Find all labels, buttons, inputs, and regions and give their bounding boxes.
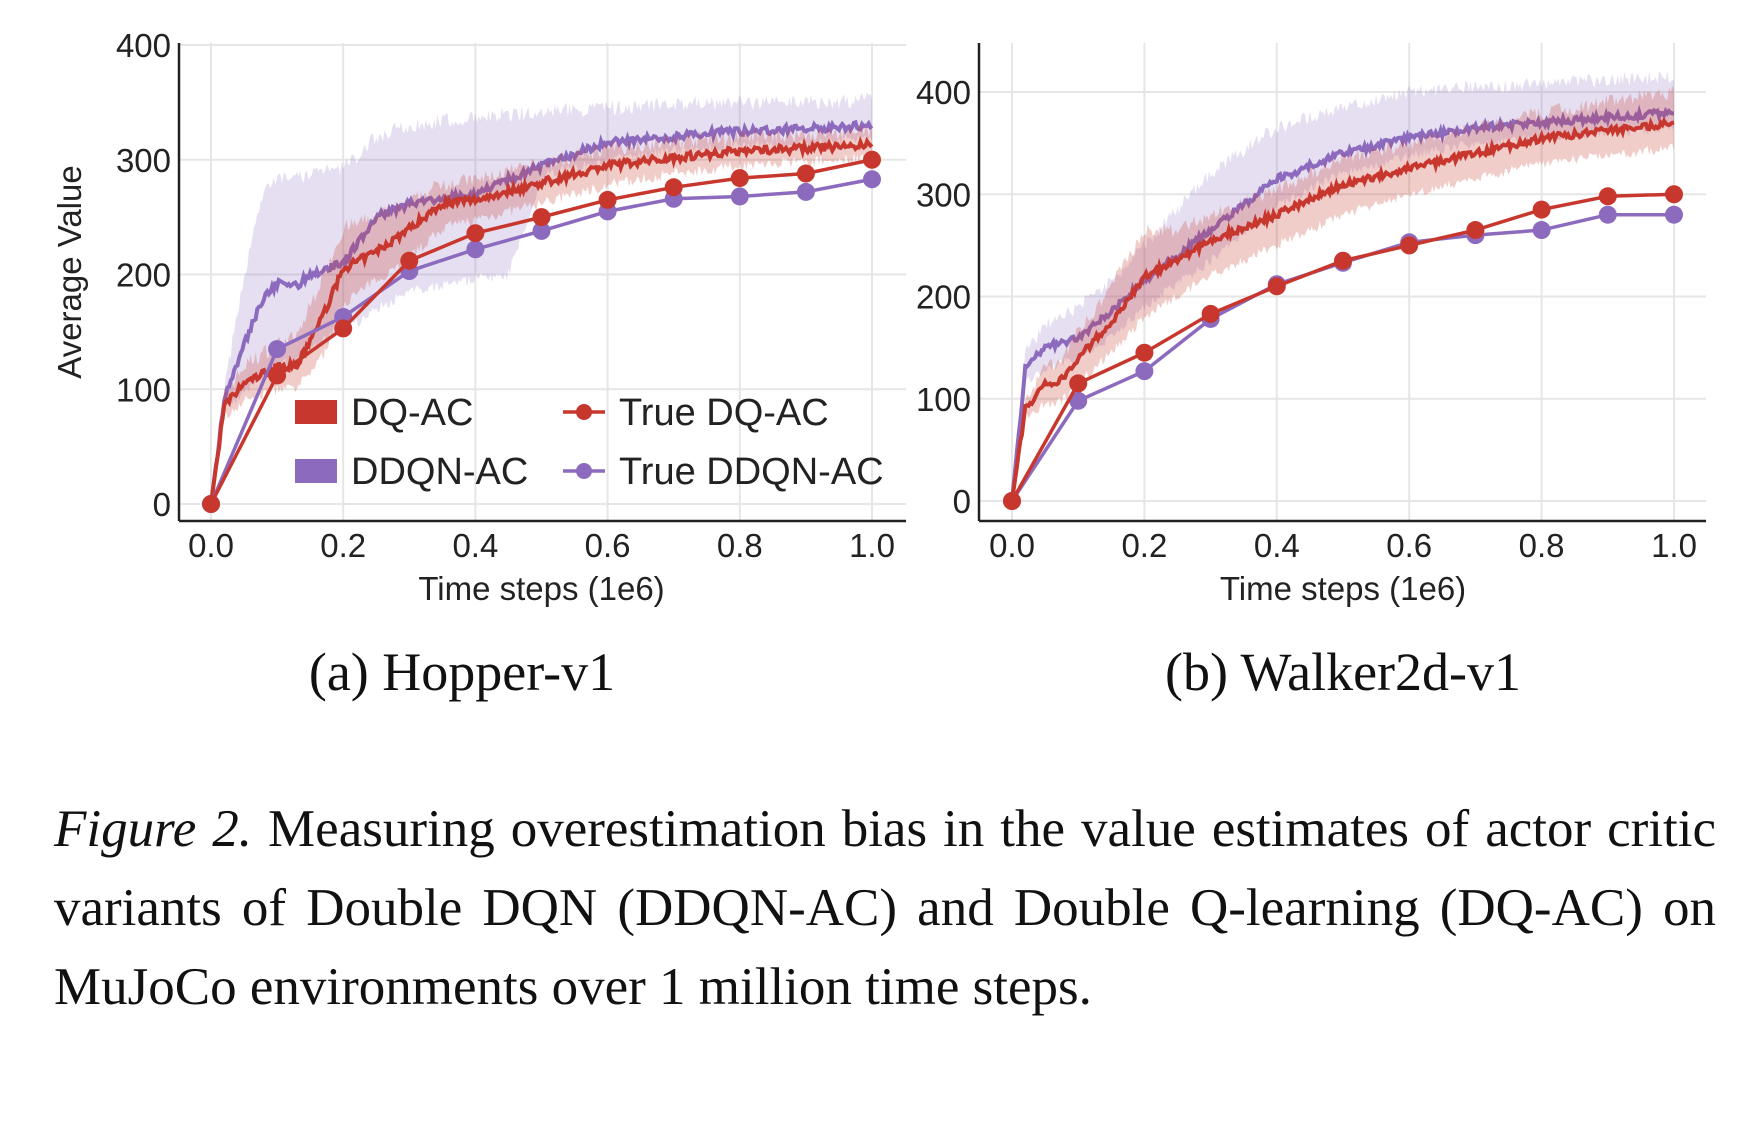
- data-point: [1135, 362, 1154, 381]
- confidence-band-ddqn-ac: [211, 92, 872, 505]
- data-point: [268, 340, 287, 359]
- data-point: [334, 319, 353, 338]
- data-point: [532, 208, 551, 227]
- legend-label: True DQ-AC: [619, 392, 829, 434]
- data-point: [598, 190, 617, 209]
- x-tick-label: 0.8: [1519, 527, 1565, 564]
- data-point: [1069, 374, 1088, 393]
- series-line-dq-ac: [209, 135, 874, 505]
- data-point: [1665, 185, 1683, 204]
- data-point: [532, 221, 551, 240]
- chart-panel-1: 0.0 0.2 0.4 0.6 0.8 1.0 0 100 200 300 400 Time step…: [916, 43, 1706, 702]
- caption-label: Figure 2.: [54, 800, 253, 858]
- x-tick-label: 0.8: [717, 527, 763, 564]
- legend: DQ-AC DDQN-AC True DQ-AC True DDQN-AC: [295, 392, 884, 493]
- x-tick-label: 0.4: [1254, 527, 1300, 564]
- data-point: [1069, 391, 1088, 410]
- data-point: [730, 169, 749, 188]
- data-point: [1135, 343, 1154, 362]
- data-point: [1201, 304, 1220, 323]
- y-tick-label: 300: [116, 142, 171, 179]
- y-tick-label: 400: [916, 74, 971, 111]
- data-point: [796, 182, 815, 201]
- x-tick-label: 0.0: [188, 527, 234, 564]
- x-tick-label: 0.4: [452, 527, 498, 564]
- data-point: [796, 164, 815, 183]
- data-point: [1598, 187, 1617, 206]
- data-point: [1003, 492, 1021, 510]
- data-point: [466, 240, 485, 259]
- x-axis-label: Time steps (1e6): [418, 570, 664, 607]
- subcaption: (a) Hopper-v1: [309, 642, 615, 702]
- subcaption: (b) Walker2d-v1: [1165, 642, 1521, 702]
- data-point: [1400, 236, 1419, 255]
- data-point: [1532, 221, 1551, 240]
- legend-label: DQ-AC: [351, 392, 473, 434]
- series-line-dq-ac: [1010, 116, 1675, 502]
- x-tick-label: 0.0: [989, 527, 1035, 564]
- legend-swatch: [295, 459, 337, 483]
- data-point: [202, 495, 220, 513]
- y-axis-label: Average Value: [51, 165, 88, 378]
- x-tick-label: 0.6: [585, 527, 631, 564]
- data-point: [466, 224, 485, 243]
- x-tick-label: 0.6: [1386, 527, 1432, 564]
- data-point: [863, 150, 881, 169]
- data-point: [1665, 205, 1683, 224]
- figure-caption: Figure 2. Measuring overestimation bias …: [54, 790, 1716, 1027]
- x-tick-label: 1.0: [1651, 527, 1697, 564]
- data-point: [400, 251, 419, 270]
- y-tick-label: 100: [916, 381, 971, 418]
- confidence-band-dq-ac: [1012, 85, 1674, 502]
- y-tick-label: 200: [916, 279, 971, 316]
- legend-marker: [576, 404, 592, 420]
- chart-panel-0: 0.0 0.2 0.4 0.6 0.8 1.0 0 100 200 300 400 Time step…: [51, 27, 906, 702]
- y-tick-label: 100: [116, 371, 171, 408]
- y-tick-label: 300: [916, 176, 971, 213]
- y-tick-label: 0: [153, 486, 171, 523]
- legend-swatch: [295, 400, 337, 424]
- legend-marker: [576, 463, 592, 479]
- data-point: [730, 187, 749, 206]
- series-line-ddqn-ac: [209, 119, 874, 505]
- x-tick-label: 0.2: [320, 527, 366, 564]
- legend-label: DDQN-AC: [351, 451, 528, 493]
- data-point: [1598, 205, 1617, 224]
- series-line-ddqn-ac: [1010, 104, 1675, 502]
- figure: 0.0 0.2 0.4 0.6 0.8 1.0 0 100 200 300 400 Time step…: [51, 27, 1706, 702]
- data-point: [1334, 251, 1352, 270]
- data-point: [1466, 221, 1485, 240]
- legend-label: True DDQN-AC: [619, 451, 884, 493]
- data-point: [863, 170, 881, 189]
- y-tick-label: 200: [116, 257, 171, 294]
- y-tick-label: 400: [116, 27, 171, 64]
- y-tick-label: 0: [953, 483, 971, 520]
- caption-text: Measuring overestimation bias in the val…: [54, 800, 1716, 1016]
- x-tick-label: 0.2: [1121, 527, 1167, 564]
- data-point: [1532, 200, 1551, 219]
- confidence-band-dq-ac: [211, 124, 872, 505]
- x-tick-label: 1.0: [849, 527, 895, 564]
- data-point: [268, 366, 287, 385]
- data-point: [664, 178, 683, 197]
- data-point: [1267, 277, 1286, 296]
- x-axis-label: Time steps (1e6): [1220, 570, 1466, 607]
